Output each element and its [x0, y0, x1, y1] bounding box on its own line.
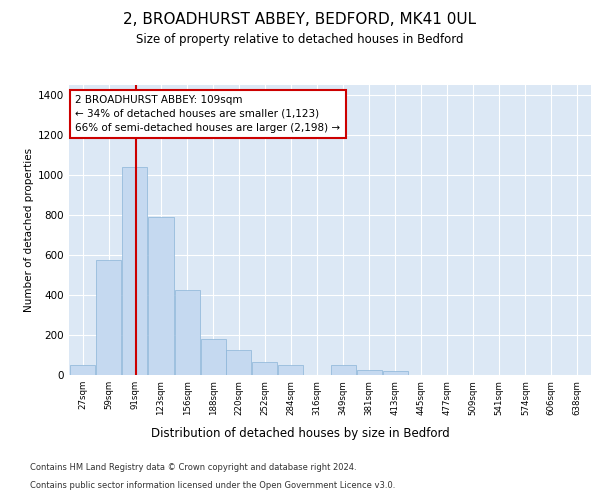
Text: Distribution of detached houses by size in Bedford: Distribution of detached houses by size … — [151, 428, 449, 440]
Text: Size of property relative to detached houses in Bedford: Size of property relative to detached ho… — [136, 32, 464, 46]
Bar — [148, 217, 174, 375]
Text: 2, BROADHURST ABBEY, BEDFORD, MK41 0UL: 2, BROADHURST ABBEY, BEDFORD, MK41 0UL — [124, 12, 476, 28]
Bar — [226, 350, 251, 375]
Text: 2 BROADHURST ABBEY: 109sqm
← 34% of detached houses are smaller (1,123)
66% of s: 2 BROADHURST ABBEY: 109sqm ← 34% of deta… — [76, 95, 341, 133]
Bar — [331, 365, 356, 375]
Y-axis label: Number of detached properties: Number of detached properties — [24, 148, 34, 312]
Bar — [357, 370, 382, 375]
Bar — [253, 362, 277, 375]
Text: Contains HM Land Registry data © Crown copyright and database right 2024.: Contains HM Land Registry data © Crown c… — [30, 464, 356, 472]
Bar — [383, 371, 407, 375]
Bar — [70, 365, 95, 375]
Bar — [96, 260, 121, 375]
Text: Contains public sector information licensed under the Open Government Licence v3: Contains public sector information licen… — [30, 481, 395, 490]
Bar — [175, 290, 200, 375]
Bar — [200, 339, 226, 375]
Bar — [278, 365, 303, 375]
Bar — [122, 167, 147, 375]
